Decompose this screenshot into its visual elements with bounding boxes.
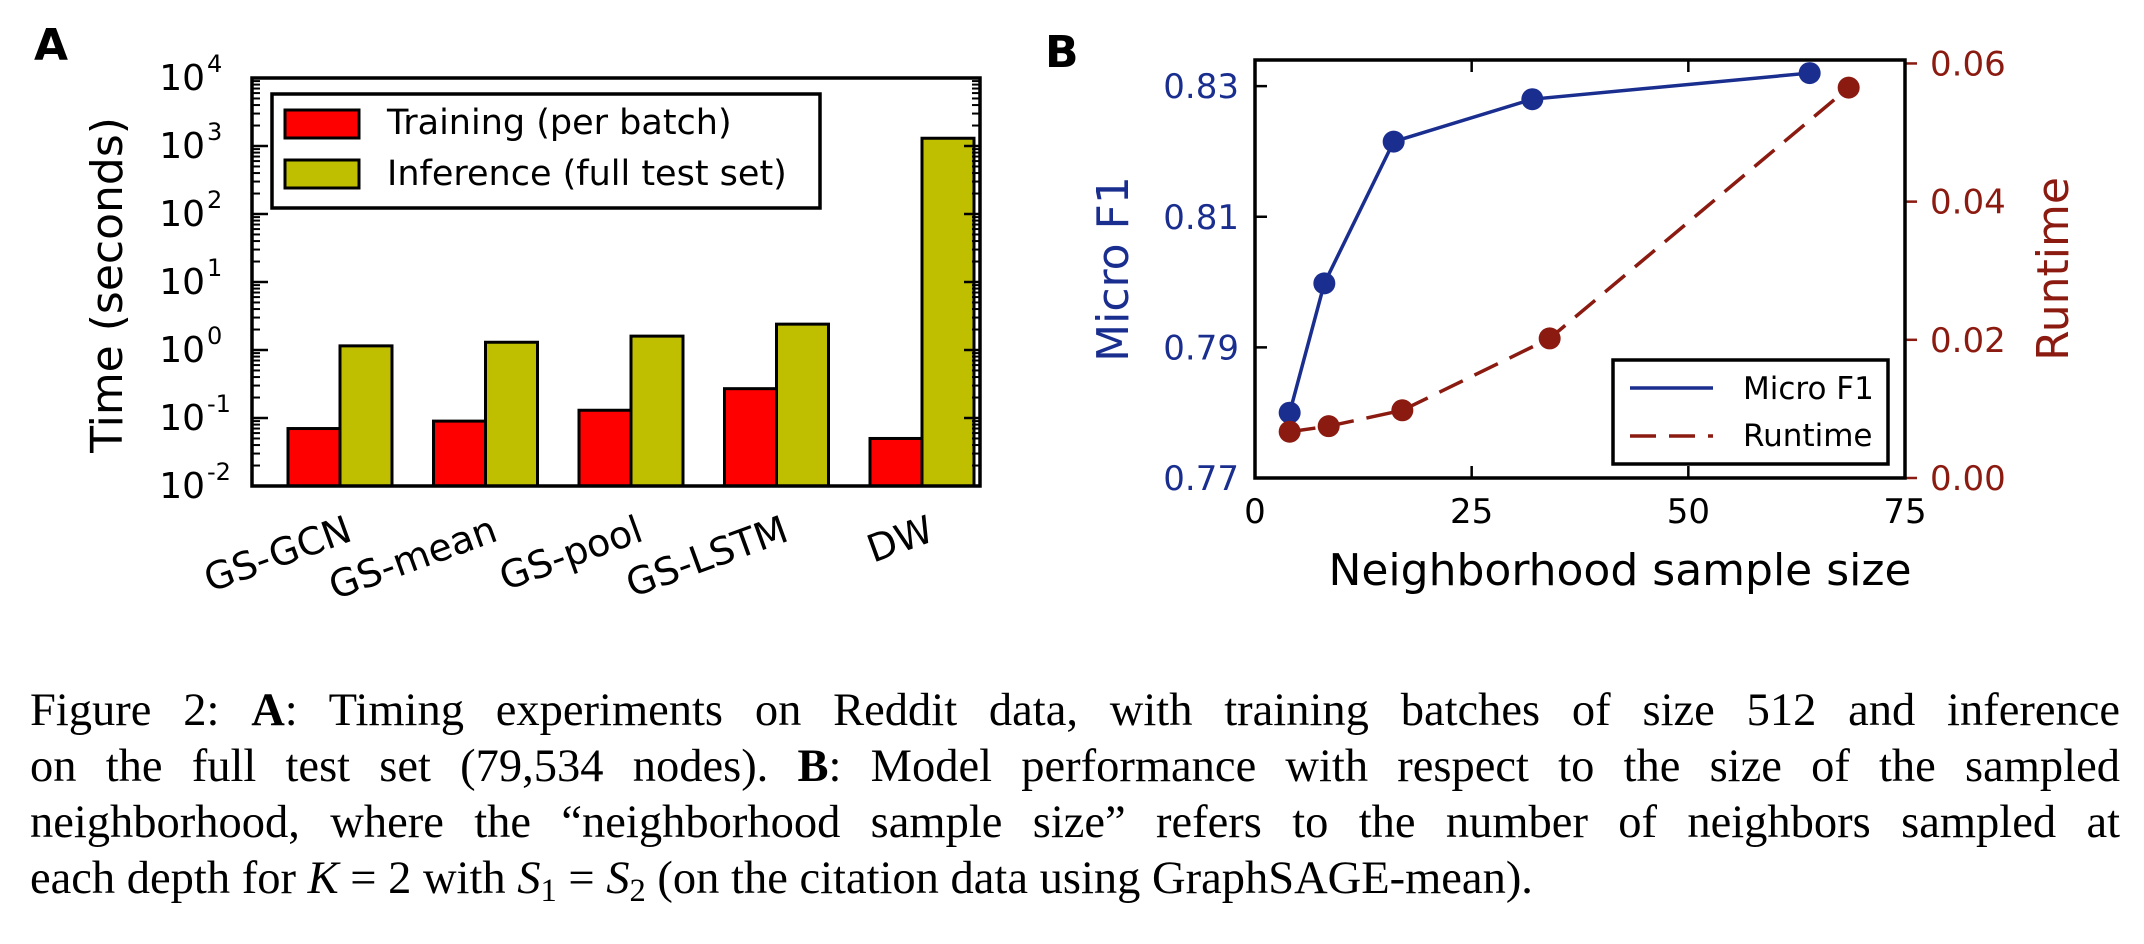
x-tick-label: GS-pool xyxy=(494,507,649,599)
legend-label-micro-f1: Micro F1 xyxy=(1743,371,1874,407)
bar-training xyxy=(723,387,778,488)
right-y-tick-label: 0.06 xyxy=(1930,44,2006,84)
data-point-micro-f1 xyxy=(1798,62,1821,85)
series-line-runtime xyxy=(1289,86,1850,434)
panel-a-label: A xyxy=(34,20,68,71)
data-point-micro-f1 xyxy=(1278,401,1301,424)
y-tick-label: 10 xyxy=(159,262,205,303)
x-tick-label: DW xyxy=(861,507,939,571)
bar-inference xyxy=(629,334,685,488)
data-point-micro-f1 xyxy=(1313,272,1336,295)
y-tick-exponent: 3 xyxy=(207,118,222,146)
bar-inference xyxy=(920,136,976,488)
x-tick-label: GS-mean xyxy=(323,507,503,608)
x-tick-label: 25 xyxy=(1450,492,1493,532)
right-y-tick-label: 0.00 xyxy=(1930,459,2006,499)
panel-b-lines xyxy=(1278,62,1860,443)
figure-caption: Figure 2: A: Timing experiments on Reddi… xyxy=(30,683,2120,919)
panel-b: B 0 25 50 75 0.77 0.79 0.81 0.83 0.00 0.02 0.04 0.0… xyxy=(1045,27,2079,596)
caption-line-2: on the full test set (79,534 nodes). B: … xyxy=(30,741,2120,792)
panel-a-plot-frame xyxy=(250,76,982,488)
caption-line-1: Figure 2: A: Timing experiments on Reddi… xyxy=(30,685,2121,736)
data-point-micro-f1 xyxy=(1382,130,1405,153)
y-tick-exponent: 2 xyxy=(207,186,222,214)
left-y-tick-label: 0.79 xyxy=(1163,328,1239,368)
y-tick-label: 10 xyxy=(159,330,205,371)
left-y-tick-label: 0.81 xyxy=(1163,198,1239,238)
x-tick-label: 50 xyxy=(1667,492,1710,532)
y-tick-exponent: -2 xyxy=(207,458,231,486)
panel-a-y-axis-label: Time (seconds) xyxy=(82,117,133,454)
x-tick-label: GS-LSTM xyxy=(620,507,793,606)
bar-training xyxy=(868,436,924,488)
y-tick-label: 10 xyxy=(159,194,205,235)
panel-b-plot-frame xyxy=(1253,58,1907,480)
data-point-micro-f1 xyxy=(1521,88,1544,111)
right-y-tick-label: 0.02 xyxy=(1930,321,2006,361)
y-tick-exponent: 0 xyxy=(207,322,222,350)
right-y-tick-label: 0.04 xyxy=(1930,183,2006,223)
legend-swatch-inference xyxy=(283,158,361,190)
caption-line-4: each depth for K = 2 with S1 = S2 (on th… xyxy=(30,853,1533,910)
panel-b-x-axis-label: Neighborhood sample size xyxy=(1328,545,1911,596)
legend-label-training: Training (per batch) xyxy=(386,103,732,143)
bar-inference xyxy=(775,322,830,488)
data-point-runtime xyxy=(1278,420,1301,443)
panel-b-right-axis-label: Runtime xyxy=(2028,177,2079,361)
y-tick-exponent: 4 xyxy=(207,50,222,78)
bar-inference xyxy=(484,340,539,488)
panel-b-legend: Micro F1 Runtime xyxy=(1611,358,1890,466)
panel-b-legend-box xyxy=(1611,358,1890,466)
left-y-tick-label: 0.77 xyxy=(1163,459,1239,499)
data-point-runtime xyxy=(1538,327,1561,350)
panel-b-label: B xyxy=(1045,27,1079,78)
bar-training xyxy=(432,419,487,488)
y-tick-label: 10 xyxy=(159,58,205,99)
caption-line-3: neighborhood, where the “neighborhood sa… xyxy=(30,797,2120,848)
y-tick-label: 10 xyxy=(159,126,205,167)
data-point-runtime xyxy=(1317,415,1340,438)
legend-label-runtime: Runtime xyxy=(1743,418,1872,454)
panel-b-ticks: 0 25 50 75 0.77 0.79 0.81 0.83 0.00 0.02 0.04 0.06 xyxy=(1163,44,2005,532)
legend-swatch-training xyxy=(283,108,361,140)
bar-training xyxy=(577,408,633,488)
y-tick-exponent: 1 xyxy=(207,254,222,282)
y-tick-label: 10 xyxy=(159,466,205,507)
x-tick-label: 0 xyxy=(1244,492,1266,532)
bar-inference xyxy=(338,344,394,488)
bar-training xyxy=(286,427,342,488)
y-tick-exponent: -1 xyxy=(207,390,231,418)
y-tick-label: 10 xyxy=(159,398,205,439)
x-tick-label: 75 xyxy=(1883,492,1926,532)
panel-a-legend-box xyxy=(270,92,822,210)
left-y-tick-label: 0.83 xyxy=(1163,67,1239,107)
panel-a-legend: Training (per batch) Inference (full tes… xyxy=(270,92,822,210)
data-point-runtime xyxy=(1391,399,1414,422)
data-point-runtime xyxy=(1837,76,1860,99)
legend-label-inference: Inference (full test set) xyxy=(387,154,787,194)
panel-a-bars xyxy=(286,136,976,488)
panel-b-left-axis-label: Micro F1 xyxy=(1088,176,1139,362)
